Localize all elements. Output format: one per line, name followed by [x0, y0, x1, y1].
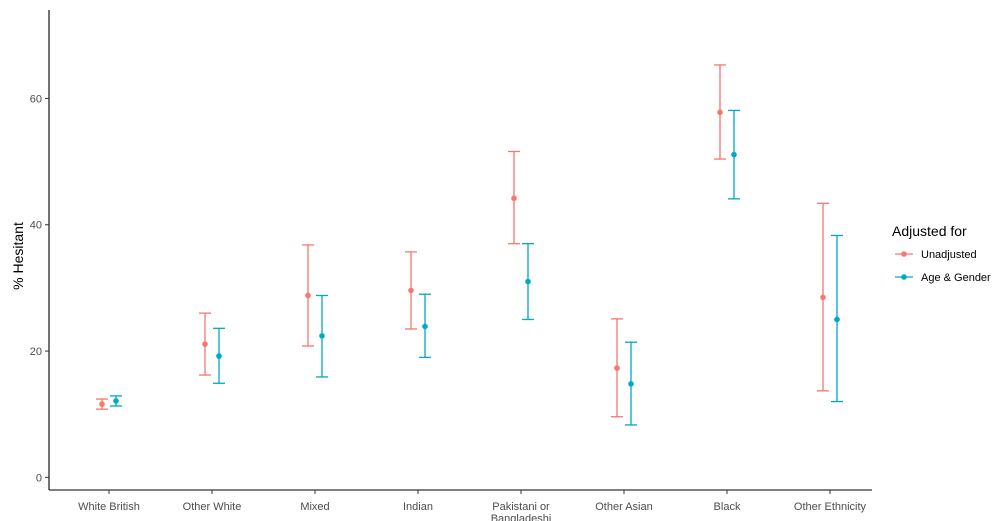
y-axis-title: % Hesitant: [10, 222, 26, 290]
data-point: [202, 341, 208, 347]
data-point: [113, 398, 119, 404]
data-point: [717, 109, 723, 116]
x-tick-label: Pakistani or Bangladeshi: [491, 501, 552, 521]
data-point: [628, 381, 634, 387]
y-tick-label: 60: [30, 93, 42, 105]
x-tick-label: White British: [78, 501, 140, 513]
x-tick-label: Other White: [183, 501, 242, 513]
legend-title: Adjusted for: [892, 223, 967, 239]
x-tick-label: Indian: [403, 501, 433, 513]
legend-key: [895, 251, 913, 257]
legend-label: Unadjusted: [921, 249, 977, 261]
x-tick-label: Other Asian: [595, 501, 652, 513]
y-tick-label: 0: [36, 472, 42, 484]
x-tick-label: Mixed: [300, 501, 329, 513]
legend-key: [895, 274, 913, 280]
data-point: [614, 365, 620, 371]
x-tick-label: Black: [714, 501, 741, 513]
data-point: [99, 401, 105, 407]
legend-label: Age & Gender: [921, 272, 991, 284]
legend-key-point: [901, 274, 907, 280]
series-age-gender: [110, 109, 843, 426]
data-point: [834, 316, 840, 323]
data-point: [511, 195, 517, 202]
series-unadjusted: [96, 64, 829, 418]
data-point: [731, 151, 737, 158]
data-point: [422, 323, 428, 330]
data-point: [216, 353, 222, 359]
data-point: [525, 278, 531, 285]
data-point: [319, 333, 325, 339]
legend-key-point: [901, 251, 907, 257]
y-tick-label: 20: [30, 346, 42, 358]
y-tick-label: 40: [30, 220, 42, 232]
x-tick-label: Other Ethnicity: [794, 501, 867, 513]
data-point: [305, 292, 311, 299]
data-point: [820, 294, 826, 301]
data-point: [408, 287, 414, 294]
